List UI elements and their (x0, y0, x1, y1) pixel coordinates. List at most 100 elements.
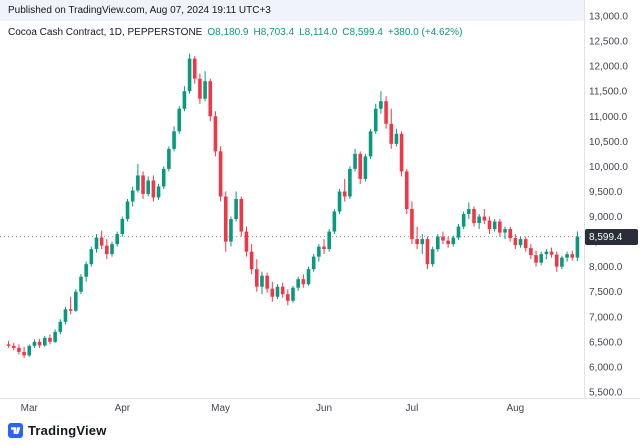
low-label: L (299, 27, 305, 38)
candle-down (301, 274, 306, 288)
price-axis-label: 12,000.0 (589, 62, 628, 73)
candle-up (58, 319, 63, 335)
candle-up (177, 106, 182, 134)
tradingview-footer[interactable]: TradingView (8, 423, 107, 438)
low-value: 8,114.0 (304, 27, 338, 38)
candle-down (358, 151, 363, 184)
candle-down (192, 56, 197, 84)
candle-down (99, 230, 104, 250)
candle-down (270, 281, 275, 302)
candle-down (425, 236, 430, 270)
candle-down (6, 340, 11, 348)
chart-legend: Cocoa Cash Contract, 1D, PEPPERSTONE O8,… (8, 27, 462, 38)
candle-down (508, 226, 512, 242)
candle-up (42, 335, 47, 347)
candle-up (348, 166, 352, 199)
price-axis-label: 11,000.0 (589, 112, 628, 123)
candle-up (565, 251, 569, 262)
candle-down (342, 178, 347, 202)
tradingview-logo-icon[interactable] (8, 423, 23, 438)
candle-up (94, 234, 99, 253)
price-axis-label: 10,500.0 (589, 137, 628, 148)
time-axis-label: Jul (406, 403, 419, 414)
price-axis-label: 7,000.0 (589, 312, 623, 323)
price-axis-label: 13,000.0 (589, 12, 628, 23)
candle-up (32, 339, 37, 348)
candle-down (498, 219, 502, 237)
candle-up (461, 211, 466, 230)
candle-down (265, 272, 269, 293)
candle-up (187, 53, 192, 94)
candle-down (198, 73, 202, 104)
symbol-title: Cocoa Cash Contract, 1D, PEPPERSTONE (8, 27, 203, 38)
candle-up (451, 235, 456, 247)
candle-up (182, 86, 187, 112)
candle-up (167, 146, 171, 172)
candle-up (110, 241, 114, 257)
candle-up (84, 261, 88, 282)
candle-down (482, 209, 487, 225)
candle-down (280, 282, 285, 298)
candle-down (37, 338, 42, 348)
candle-up (575, 231, 580, 261)
candle-down (554, 251, 559, 272)
candle-up (291, 285, 295, 303)
candle-down (446, 236, 450, 248)
candle-up (503, 226, 507, 240)
time-axis-label: Mar (21, 403, 39, 414)
candle-up (136, 163, 140, 193)
price-change: +380.0 (+4.62%) (387, 27, 463, 38)
price-axis-label: 11,500.0 (589, 87, 628, 98)
brand-name[interactable]: TradingView (28, 423, 107, 438)
candle-up (477, 214, 481, 230)
candle-up (353, 148, 357, 172)
candle-down (513, 234, 518, 250)
candle-down (472, 206, 476, 227)
candle-down (151, 175, 156, 202)
published-text: Published on TradingView.com, Aug 07, 20… (8, 5, 271, 16)
price-axis-label: 6,500.0 (589, 337, 623, 348)
candle-up (456, 224, 461, 241)
candle-down (523, 236, 528, 252)
candle-up (115, 231, 119, 247)
candle-up (53, 329, 57, 343)
ohlc-open: O8,180.9 (207, 27, 248, 38)
candle-down (11, 342, 16, 351)
last-price-value: 8,599.4 (589, 231, 623, 243)
candle-up (518, 236, 523, 248)
candle-up (275, 284, 280, 300)
candle-up (337, 188, 342, 215)
candle-down (22, 346, 26, 358)
candle-down (208, 78, 213, 122)
ohlc-high: H8,703.4 (254, 27, 295, 38)
candle-up (125, 198, 130, 222)
candle-up (430, 246, 435, 267)
candle-up (146, 176, 151, 197)
candle-up (27, 344, 32, 357)
candle-up (420, 234, 425, 255)
open-label: O (207, 27, 216, 38)
candle-down (17, 344, 21, 355)
candle-down (48, 334, 52, 345)
candle-up (467, 202, 471, 220)
price-axis-label: 5,500.0 (589, 388, 623, 399)
time-axis-label: Aug (506, 403, 524, 414)
candle-down (213, 111, 218, 157)
time-axis-label: May (211, 403, 230, 414)
candle-up (203, 71, 207, 102)
candle-up (229, 216, 233, 247)
candle-up (172, 126, 176, 152)
candle-up (394, 128, 399, 147)
candle-down (384, 96, 388, 129)
ohlc-close: C8,599.4 (342, 27, 383, 38)
candle-up (379, 91, 383, 114)
candle-up (260, 271, 264, 295)
candle-up (544, 249, 549, 260)
high-label: H (253, 27, 261, 38)
candle-down (534, 250, 538, 267)
candle-down (68, 296, 73, 315)
open-value: 8,180.9 (215, 27, 249, 38)
candle-up (435, 234, 440, 252)
